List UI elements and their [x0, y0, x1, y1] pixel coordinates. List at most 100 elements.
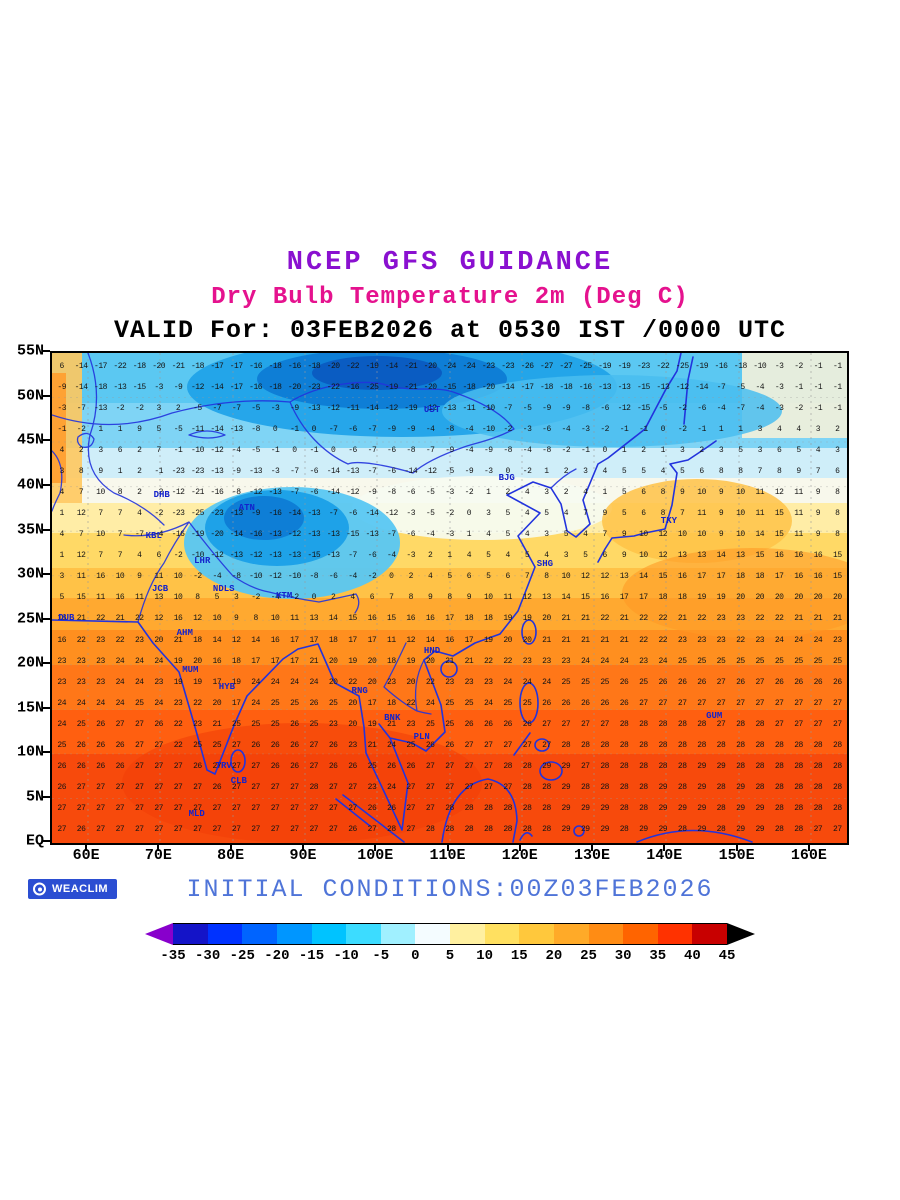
temperature-value: 26	[115, 761, 125, 771]
temperature-value: 2	[137, 488, 142, 498]
temperature-value: 15	[774, 509, 784, 519]
temperature-value: -2	[522, 467, 532, 477]
temperature-value: -6	[367, 551, 377, 561]
temperature-value: 21	[600, 635, 609, 645]
temperature-value: 27	[833, 719, 842, 729]
temperature-value: 10	[736, 509, 745, 519]
temperature-value: 27	[193, 803, 202, 813]
temperature-value: -7	[328, 425, 338, 435]
footer-line: WEACLIM INITIAL CONDITIONS:00Z03FEB2026	[0, 875, 900, 911]
temperature-value: 7	[583, 509, 588, 519]
temperature-value: 27	[115, 803, 125, 813]
temperature-value: -9	[406, 425, 416, 435]
temperature-value: -21	[190, 488, 204, 498]
temperature-value: 28	[658, 761, 668, 771]
temperature-value: 24	[387, 782, 396, 792]
temperature-value: 28	[542, 782, 551, 792]
temperature-value: 15	[755, 551, 765, 561]
temperature-value: -16	[210, 488, 224, 498]
temperature-value: 17	[697, 572, 706, 582]
temperature-value: 5	[214, 593, 220, 603]
temperature-value: 28	[794, 824, 803, 834]
temperature-value: -4	[755, 404, 765, 413]
temperature-value: 27	[503, 782, 512, 792]
temperature-value: 2	[505, 488, 511, 498]
temperature-value: 11	[76, 572, 86, 582]
temperature-value: -9	[231, 467, 241, 477]
temperature-value: 16	[406, 614, 416, 624]
temperature-value: 25	[445, 719, 454, 729]
temperature-value: 10	[96, 530, 105, 540]
colorbar-tick-label: 0	[411, 948, 420, 965]
temperature-value: 17	[716, 572, 726, 582]
temperature-value: 26	[406, 761, 416, 771]
temperature-value: 28	[774, 740, 784, 750]
temperature-value: -4	[231, 446, 241, 456]
temperature-value: -24	[443, 361, 456, 371]
temperature-value: -16	[249, 530, 263, 540]
temperature-value: -23	[307, 382, 321, 392]
temperature-value: 28	[833, 803, 842, 813]
temperature-value: 23	[76, 656, 86, 666]
temperature-value: -13	[346, 467, 359, 477]
temperature-value: -14	[287, 509, 301, 519]
temperature-value: 28	[542, 824, 551, 834]
temperature-value: 27	[231, 740, 241, 750]
temperature-value: 5	[524, 551, 530, 561]
lat-axis-label: 55N	[16, 342, 44, 360]
temperature-value: -13	[94, 404, 107, 413]
temperature-value: 4	[544, 551, 549, 561]
temperature-value: 17	[290, 656, 299, 666]
lat-axis-label: 15N	[16, 699, 44, 717]
temperature-value: 28	[503, 824, 512, 834]
temperature-value: 17	[445, 614, 454, 624]
temperature-value: -1	[813, 361, 823, 371]
temperature-value: 28	[483, 824, 493, 834]
temperature-value: 6	[776, 446, 782, 456]
temperature-value: 1	[621, 446, 627, 456]
temperature-value: 22	[639, 635, 648, 645]
temperature-value: -3	[522, 425, 532, 435]
temperature-value: 24	[658, 656, 668, 666]
temperature-value: 28	[813, 803, 823, 813]
temperature-value: 16	[445, 635, 454, 645]
temperature-value: 16	[600, 593, 609, 603]
temperature-value: 25	[309, 719, 319, 729]
temperature-value: 22	[96, 614, 105, 624]
temperature-value: 28	[813, 740, 823, 750]
temperature-value: -6	[348, 509, 357, 519]
temperature-value: -8	[503, 446, 512, 456]
temperature-value: 11	[794, 488, 803, 498]
temperature-value: -12	[210, 446, 224, 456]
temperature-value: 27	[96, 782, 105, 792]
temperature-value: 1	[738, 425, 743, 435]
temperature-value: 5	[486, 551, 491, 561]
temperature-value: 27	[833, 824, 842, 834]
temperature-value: 8	[253, 614, 258, 624]
temperature-value: 27	[813, 719, 823, 729]
temperature-value: 26	[387, 761, 396, 771]
temperature-value: -23	[171, 467, 185, 477]
temperature-value: 25	[522, 698, 532, 708]
temperature-value: 4	[524, 488, 530, 498]
temperature-value: 27	[774, 719, 784, 729]
temperature-value: 10	[173, 572, 183, 582]
temperature-value: 4	[505, 551, 511, 561]
temperature-value: 23	[716, 614, 726, 624]
temperature-value: 9	[718, 488, 724, 498]
temperature-value: 29	[716, 761, 726, 771]
temperature-value: -7	[134, 530, 144, 540]
colorbar-tick-label: -25	[229, 948, 255, 965]
temperature-row: 3 11 16 10 9 11 10 -2 -4 -8 -10 -12 -10 -8 -6 -4 -2 0 2 4 5 6…	[52, 567, 847, 588]
temperature-value: 12	[76, 509, 86, 519]
temperature-value: 0	[389, 572, 394, 582]
temperature-row: -1 -2 1 1 9 5 -5 -11 -14 -13 -8 0 -1 0 -7 -6 -7 -9 -9 -4 -8-…	[52, 420, 847, 441]
temperature-value: -5	[193, 404, 202, 413]
temperature-value: -14	[74, 382, 88, 392]
temperature-value: 27	[115, 782, 125, 792]
temperature-value: -20	[210, 530, 224, 540]
temperature-value: 27	[270, 824, 280, 834]
temperature-value: 23	[367, 782, 377, 792]
temperature-value: -3	[774, 382, 784, 392]
temperature-value: 25	[697, 656, 706, 666]
